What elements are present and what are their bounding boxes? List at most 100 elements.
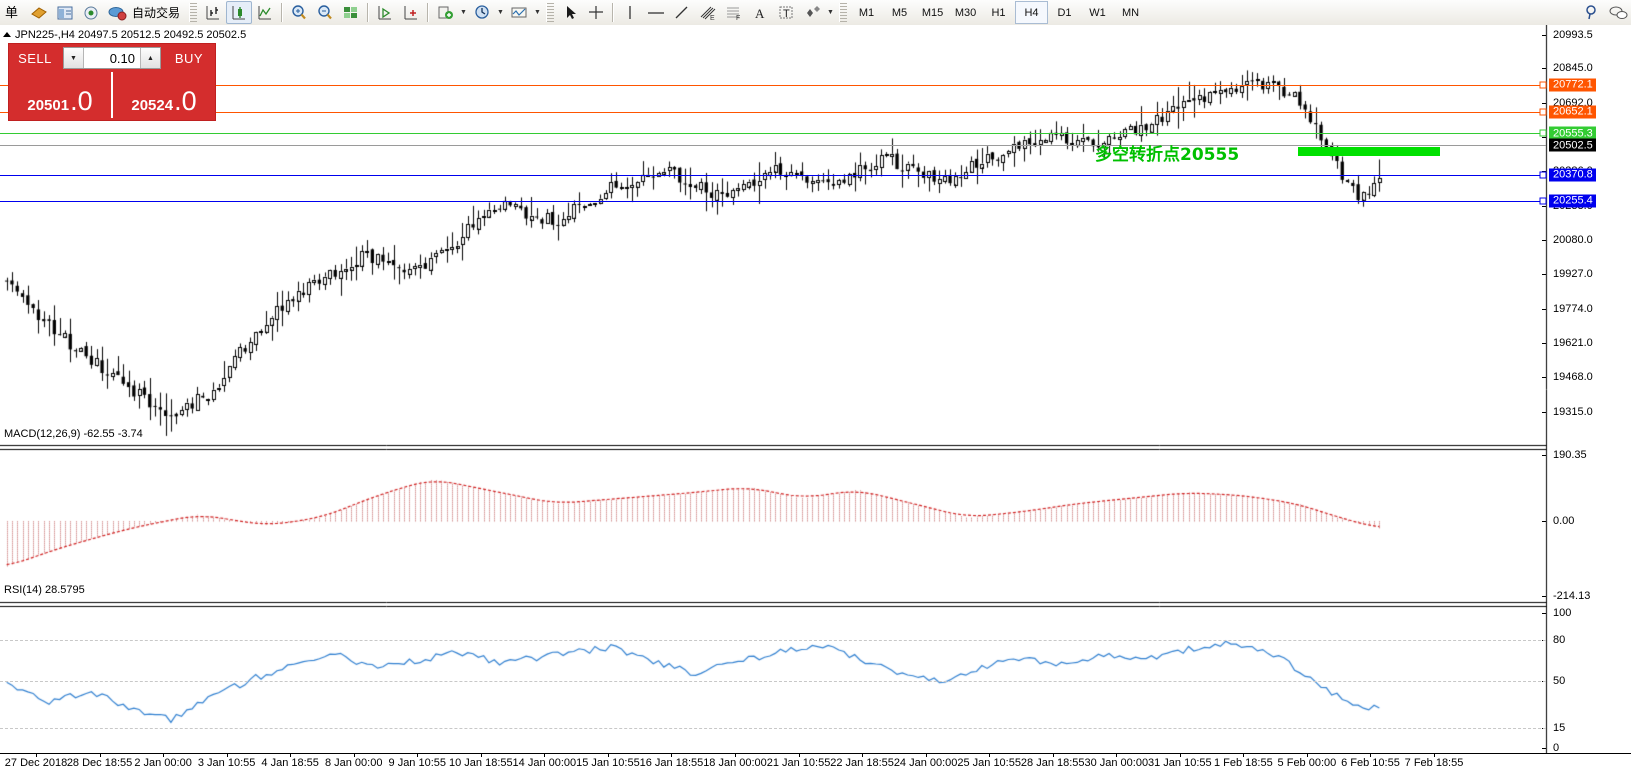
toolbar-grip[interactable] <box>839 3 848 22</box>
price-level-handle[interactable] <box>1539 171 1547 179</box>
time-axis-label: 24 Jan 00:00 <box>893 757 958 769</box>
trendline-icon[interactable] <box>669 1 695 24</box>
trade-panel-divider <box>111 72 113 118</box>
macd-axis-label: 0.00 <box>1553 515 1575 528</box>
fibonacci-icon[interactable]: F <box>721 1 747 24</box>
price-level-tag-resistance[interactable]: 20772.1 <box>1549 78 1596 92</box>
price-level-tag-current[interactable]: 20502.5 <box>1549 138 1596 152</box>
time-axis-label: 27 Dec 2018 <box>4 757 68 769</box>
price-axis-label: 20993.5 <box>1553 29 1593 41</box>
time-axis[interactable]: 27 Dec 2018 28 Dec 18:55 2 Jan 00:00 3 Jan … <box>0 753 1631 774</box>
signals-icon[interactable] <box>78 1 104 24</box>
timeframe-mn[interactable]: MN <box>1121 6 1140 19</box>
price-level-tag-support[interactable]: 20370.8 <box>1549 168 1596 182</box>
price-axis-label: 19315.0 <box>1553 405 1593 418</box>
time-axis-tick <box>735 754 736 757</box>
time-axis-tick <box>1243 754 1245 757</box>
price-axis-tick <box>1542 68 1546 70</box>
timeframe-h4[interactable]: H4 <box>1015 1 1049 24</box>
shapes-dropdown-icon[interactable]: ▼ <box>827 9 834 16</box>
timeframe-h1[interactable]: H1 <box>991 6 1006 19</box>
time-axis-label: 22 Jan 18:55 <box>830 757 894 769</box>
collapse-triangle-icon[interactable] <box>3 32 11 37</box>
time-axis-tick <box>925 754 927 757</box>
periods-dropdown-icon[interactable]: ▼ <box>497 9 504 16</box>
chart-shift-icon[interactable] <box>398 1 424 24</box>
volume-increase-icon[interactable]: ▲ <box>140 48 160 68</box>
text-icon[interactable]: A <box>747 1 773 24</box>
sell-price[interactable]: 20501.0 <box>9 72 111 118</box>
rsi-gridline <box>0 727 1546 729</box>
chart-symbol-title: JPN225-,H4 20497.5 20512.5 20492.5 20502… <box>3 29 246 41</box>
symbol-ohlc-text: JPN225-,H4 20497.5 20512.5 20492.5 20502… <box>15 29 247 41</box>
cursor-icon[interactable] <box>557 1 583 24</box>
autotrading-label[interactable]: 自动交易 <box>132 6 181 20</box>
time-axis-tick <box>989 754 991 757</box>
price-axis-label: 19927.0 <box>1553 268 1593 281</box>
chart-area[interactable]: JPN225-,H4 20497.5 20512.5 20492.5 20502… <box>0 25 1631 774</box>
bar-chart-icon[interactable] <box>200 1 226 24</box>
volume-stepper[interactable]: ▼ 0.10 ▲ <box>63 47 161 69</box>
equidistant-channel-icon[interactable]: E <box>695 1 721 24</box>
rsi-axis-label: 100 <box>1553 607 1572 619</box>
chart-shift-grid-icon[interactable] <box>338 1 364 24</box>
text-label-icon[interactable]: T <box>773 1 799 24</box>
chat-icon[interactable] <box>1605 1 1631 24</box>
timeframe-m15[interactable]: M15 <box>921 6 944 19</box>
sell-button[interactable]: SELL <box>18 50 52 66</box>
timeframe-m5[interactable]: M5 <box>891 6 908 19</box>
timeframe-m30[interactable]: M30 <box>954 6 977 19</box>
templates-dropdown-icon[interactable]: ▼ <box>534 9 541 16</box>
price-level-handle[interactable] <box>1539 81 1547 89</box>
toolbar-grip[interactable] <box>546 3 555 22</box>
time-axis-label: 16 Jan 18:55 <box>639 757 704 769</box>
vertical-line-icon[interactable] <box>617 1 643 24</box>
price-level-handle[interactable] <box>1539 129 1547 137</box>
candlestick-chart-icon[interactable] <box>226 1 253 24</box>
navigator-icon[interactable] <box>52 1 78 24</box>
volume-decrease-icon[interactable]: ▼ <box>64 48 84 68</box>
shapes-icon[interactable] <box>799 1 825 24</box>
auto-scroll-icon[interactable] <box>372 1 398 24</box>
time-axis-label: 10 Jan 18:55 <box>449 757 513 769</box>
buy-button[interactable]: BUY <box>174 50 204 66</box>
data-window-icon[interactable] <box>26 1 52 24</box>
indicators-dropdown-icon[interactable]: ▼ <box>460 9 467 16</box>
horizontal-line-icon[interactable] <box>643 1 669 24</box>
crosshair-icon[interactable] <box>583 1 609 24</box>
buy-price[interactable]: 20524.0 <box>113 72 215 118</box>
svg-text:E: E <box>710 15 715 21</box>
timeframe-w1[interactable]: W1 <box>1089 6 1106 19</box>
time-axis-label: 4 Jan 18:55 <box>261 757 319 769</box>
price-level-tag-resistance[interactable]: 20652.1 <box>1549 105 1596 119</box>
time-axis-tick <box>1179 754 1181 757</box>
market-icon[interactable] <box>104 1 130 24</box>
line-chart-icon[interactable] <box>252 1 278 24</box>
macd-axis-tick <box>1542 521 1546 523</box>
volume-input[interactable]: 0.10 <box>84 48 140 68</box>
time-axis-label: 21 Jan 10:55 <box>766 757 831 769</box>
time-axis-tick <box>671 754 673 757</box>
periods-icon[interactable] <box>469 1 495 24</box>
price-level-tag-pivot[interactable]: 20555.3 <box>1549 126 1596 140</box>
toolbar-grip[interactable] <box>189 3 198 22</box>
zoom-in-icon[interactable] <box>286 1 312 24</box>
price-level-tag-support[interactable]: 20255.4 <box>1549 194 1596 208</box>
chart-canvas[interactable] <box>0 25 1631 774</box>
buy-price-integer: 20524 <box>131 97 174 114</box>
timeframe-m1[interactable]: M1 <box>858 6 875 19</box>
timeframe-d1[interactable]: D1 <box>1057 6 1072 19</box>
price-axis-label: 19621.0 <box>1553 336 1593 349</box>
zoom-out-icon[interactable] <box>312 1 338 24</box>
new-order-icon[interactable]: 单 <box>0 1 26 24</box>
rsi-label: RSI(14) 28.5795 <box>4 584 85 596</box>
time-axis-tick <box>226 754 228 757</box>
svg-text:单: 单 <box>5 6 18 21</box>
one-click-trading-panel[interactable]: SELL ▼ 0.10 ▲ BUY 20501.0 20524.0 <box>8 43 216 121</box>
price-level-handle[interactable] <box>1539 197 1547 205</box>
search-icon[interactable] <box>1579 1 1605 24</box>
templates-icon[interactable] <box>506 1 532 24</box>
price-level-handle[interactable] <box>1539 108 1547 116</box>
indicators-icon[interactable] <box>432 1 458 24</box>
